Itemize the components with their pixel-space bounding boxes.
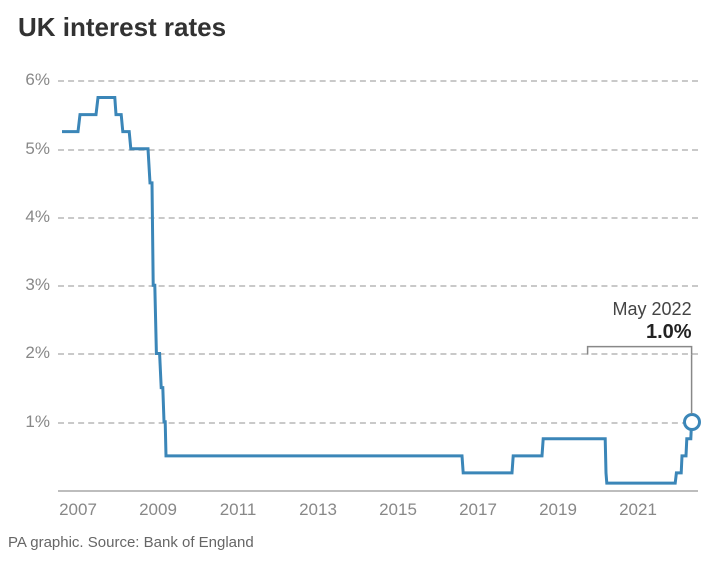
- y-tick-label: 6%: [25, 70, 50, 90]
- x-tick-label: 2015: [379, 500, 417, 520]
- plot-area: 1%2%3%4%5%6%2007200920112013201520172019…: [58, 60, 698, 490]
- chart-title: UK interest rates: [18, 12, 226, 43]
- chart-container: UK interest rates 1%2%3%4%5%6%2007200920…: [0, 0, 720, 565]
- x-axis-baseline: [58, 490, 698, 492]
- y-tick-label: 4%: [25, 207, 50, 227]
- callout-label: May 2022: [572, 299, 692, 320]
- source-text: PA graphic. Source: Bank of England: [8, 534, 254, 551]
- y-tick-label: 3%: [25, 275, 50, 295]
- x-tick-label: 2019: [539, 500, 577, 520]
- callout-value: 1.0%: [572, 321, 692, 344]
- y-tick-label: 5%: [25, 139, 50, 159]
- x-tick-label: 2013: [299, 500, 337, 520]
- callout-bracket: [58, 60, 698, 490]
- x-tick-label: 2011: [220, 500, 257, 520]
- y-tick-label: 1%: [25, 412, 50, 432]
- y-tick-label: 2%: [25, 343, 50, 363]
- x-tick-label: 2017: [459, 500, 497, 520]
- x-tick-label: 2021: [619, 500, 657, 520]
- x-tick-label: 2007: [59, 500, 97, 520]
- x-tick-label: 2009: [139, 500, 177, 520]
